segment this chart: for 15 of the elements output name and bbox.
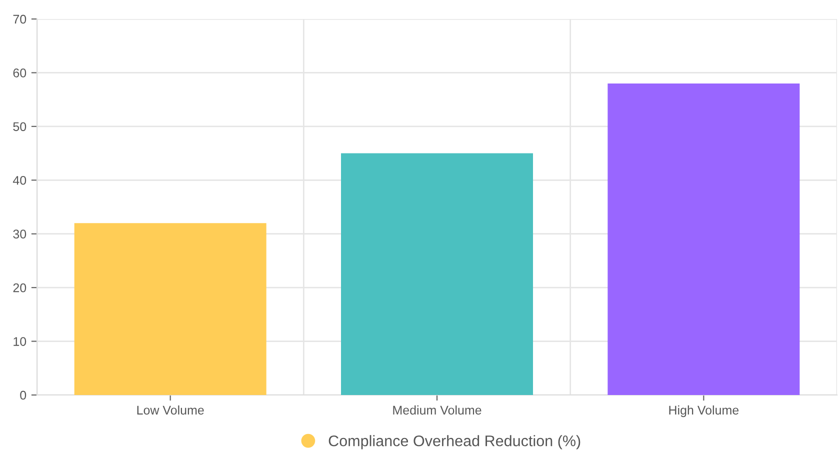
x-tick-label: Low Volume	[137, 405, 204, 415]
y-tick-label: 70	[13, 14, 26, 24]
y-tick-label: 0	[20, 390, 26, 400]
y-tick-label: 50	[13, 122, 26, 132]
y-tick-label: 30	[13, 230, 26, 239]
bar	[74, 223, 266, 395]
bar	[608, 83, 800, 395]
y-tick-label: 10	[14, 337, 26, 346]
y-tick-label: 20	[13, 283, 26, 292]
legend-label: Compliance Overhead Reduction (%)	[328, 435, 580, 450]
x-tick-label: High Volume	[669, 405, 739, 418]
x-tick-label: Medium Volume	[393, 405, 482, 415]
y-tick-label: 60	[13, 68, 26, 78]
y-tick-label: 40	[12, 176, 26, 185]
bar	[341, 153, 533, 395]
